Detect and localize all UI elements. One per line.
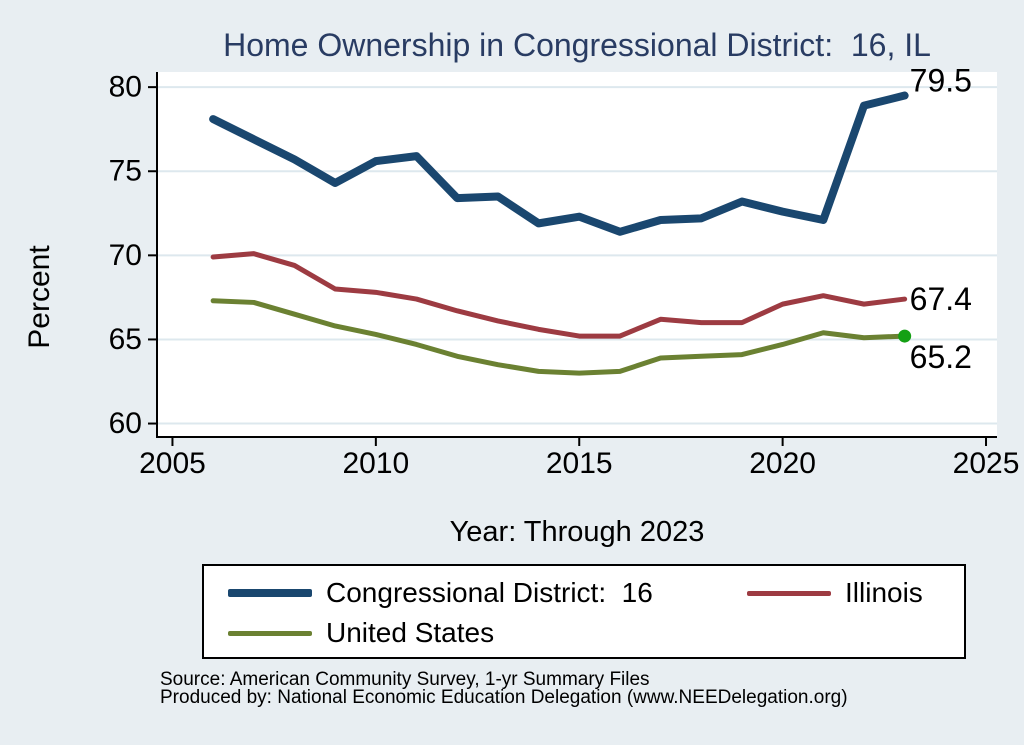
series-line-2 [210, 298, 908, 376]
x-tick-label-2020: 2020 [749, 447, 816, 480]
legend-swatch-district-line [228, 589, 312, 597]
source-note: Source: American Community Survey, 1-yr … [160, 669, 848, 708]
x-tick-label-2010: 2010 [342, 447, 409, 480]
series-line-0 [209, 91, 909, 236]
legend-label-us: United States [326, 617, 495, 648]
produced-by-line: Produced by: National Economic Education… [160, 687, 848, 708]
plot-area: 60 65 70 75 80 2005 2010 2015 2020 2025 79.5 67.4 65… [109, 63, 1020, 480]
x-tick-label-2025: 2025 [953, 447, 1020, 480]
y-tick-label-65: 65 [109, 323, 142, 356]
series-end-marker-2 [898, 329, 912, 343]
legend-row: Congressional District: 16 Illinois [204, 573, 964, 613]
x-tick-label-2015: 2015 [546, 447, 613, 480]
legend-entry-district: Congressional District: 16 [228, 577, 747, 609]
chart-title: Home Ownership in Congressional District… [223, 27, 931, 63]
legend-entry-us: United States [228, 617, 747, 649]
legend-swatch-illinois-line [747, 590, 831, 596]
source-line: Source: American Community Survey, 1-yr … [160, 669, 650, 690]
series-line-1 [210, 251, 908, 339]
legend-swatch-us-line [228, 630, 312, 636]
legend-entry-illinois: Illinois [747, 577, 923, 609]
y-tick-label-75: 75 [109, 155, 142, 188]
legend-row: United States [204, 613, 964, 653]
y-tick-label-80: 80 [109, 71, 142, 104]
series-end-label-0: 79.5 [910, 63, 972, 99]
series-end-label-1: 67.4 [910, 281, 972, 317]
y-tick-label-70: 70 [109, 239, 142, 272]
x-axis-title: Year: Through 2023 [449, 516, 705, 548]
series-end-label-2: 65.2 [910, 339, 972, 375]
y-tick-label-60: 60 [109, 407, 142, 440]
legend: Congressional District: 16 Illinois Unit… [202, 564, 966, 659]
legend-label-district: Congressional District: 16 [326, 577, 653, 608]
legend-label-illinois: Illinois [845, 577, 923, 608]
x-tick-label-2005: 2005 [139, 447, 206, 480]
